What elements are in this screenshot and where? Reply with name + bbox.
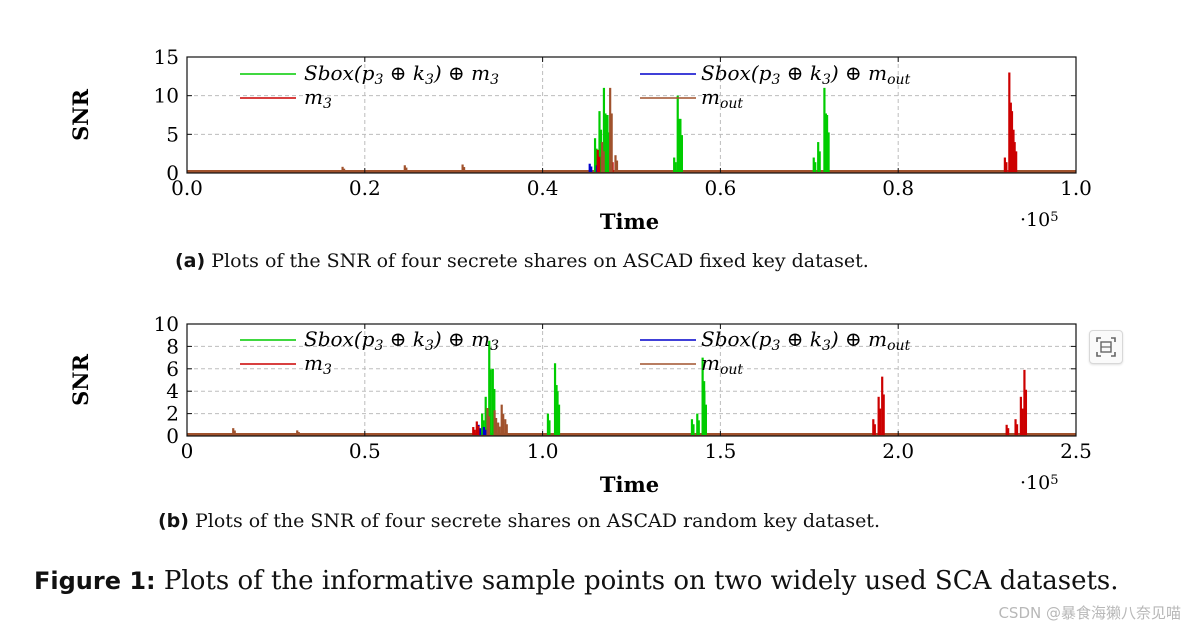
legend-label: Sbox(p3 ⊕ k3) ⊕ mout	[701, 61, 911, 88]
x-tick-label: 0.4	[527, 176, 559, 200]
legend-label: Sbox(p3 ⊕ k3) ⊕ m3	[304, 327, 499, 354]
baseline-noise-trace	[187, 170, 1076, 173]
watermark: CSDN @暴食海獭八奈见喵	[998, 604, 1181, 622]
y-tick-label: 10	[154, 312, 179, 336]
x-tick-label: 1.0	[527, 439, 559, 463]
x-multiplier-label: ·105	[1020, 472, 1059, 494]
x-tick-label: 2.5	[1060, 439, 1092, 463]
legend-label: Sbox(p3 ⊕ k3) ⊕ mout	[701, 327, 911, 354]
y-tick-label: 5	[166, 122, 179, 146]
y-tick-label: 6	[166, 357, 179, 381]
x-tick-label: 0	[181, 439, 194, 463]
plot-frame	[186, 323, 1077, 437]
y-axis-label: SNR	[68, 354, 93, 406]
figure-caption-label: Figure 1:	[34, 567, 156, 595]
x-tick-label: 0.2	[349, 176, 381, 200]
y-tick-label: 15	[154, 45, 179, 69]
caption-a-text: Plots of the SNR of four secrete shares …	[205, 250, 869, 272]
x-axis-label: Time	[600, 209, 659, 234]
y-tick-label: 0	[166, 424, 179, 448]
y-tick-label: 8	[166, 334, 179, 358]
legend-label: Sbox(p3 ⊕ k3) ⊕ m3	[304, 61, 499, 88]
figure-caption-text: Plots of the informative sample points o…	[155, 566, 1119, 596]
caption-b-text: Plots of the SNR of four secrete shares …	[188, 510, 880, 532]
x-tick-label: 1.0	[1060, 176, 1092, 200]
legend-label: m3	[304, 351, 332, 378]
y-tick-label: 2	[166, 402, 179, 426]
figure-caption: Figure 1: Plots of the informative sampl…	[34, 566, 1119, 596]
caption-a-label: (a)	[175, 250, 206, 272]
x-tick-label: 0.5	[349, 439, 381, 463]
x-tick-label: 0.0	[171, 176, 203, 200]
chart-panel-a: 0.0 0.2 0.4 0.6 0.8 1.0 0 5 10 15 Time SNR ·105 Sbox(…	[68, 45, 1092, 234]
caption-a: (a) Plots of the SNR of four secrete sha…	[175, 250, 869, 272]
y-tick-label: 10	[154, 84, 179, 108]
y-tick-label: 0	[166, 161, 179, 185]
y-axis-label: SNR	[68, 89, 93, 141]
caption-b-label: (b)	[158, 510, 189, 532]
x-tick-label: 1.5	[704, 439, 736, 463]
y-tick-label: 4	[166, 379, 179, 403]
legend-label: m3	[304, 85, 332, 112]
scan-icon[interactable]	[1089, 330, 1123, 364]
baseline-noise-trace	[187, 433, 1076, 436]
x-tick-label: 0.8	[882, 176, 914, 200]
legend-label: mout	[701, 85, 743, 112]
x-axis-label: Time	[600, 472, 659, 497]
x-tick-label: 2.0	[882, 439, 914, 463]
legend-label: mout	[701, 351, 743, 378]
caption-b: (b) Plots of the SNR of four secrete sha…	[158, 510, 880, 532]
x-tick-label: 0.6	[704, 176, 736, 200]
x-multiplier-label: ·105	[1020, 209, 1059, 231]
plot-frame	[186, 56, 1077, 174]
